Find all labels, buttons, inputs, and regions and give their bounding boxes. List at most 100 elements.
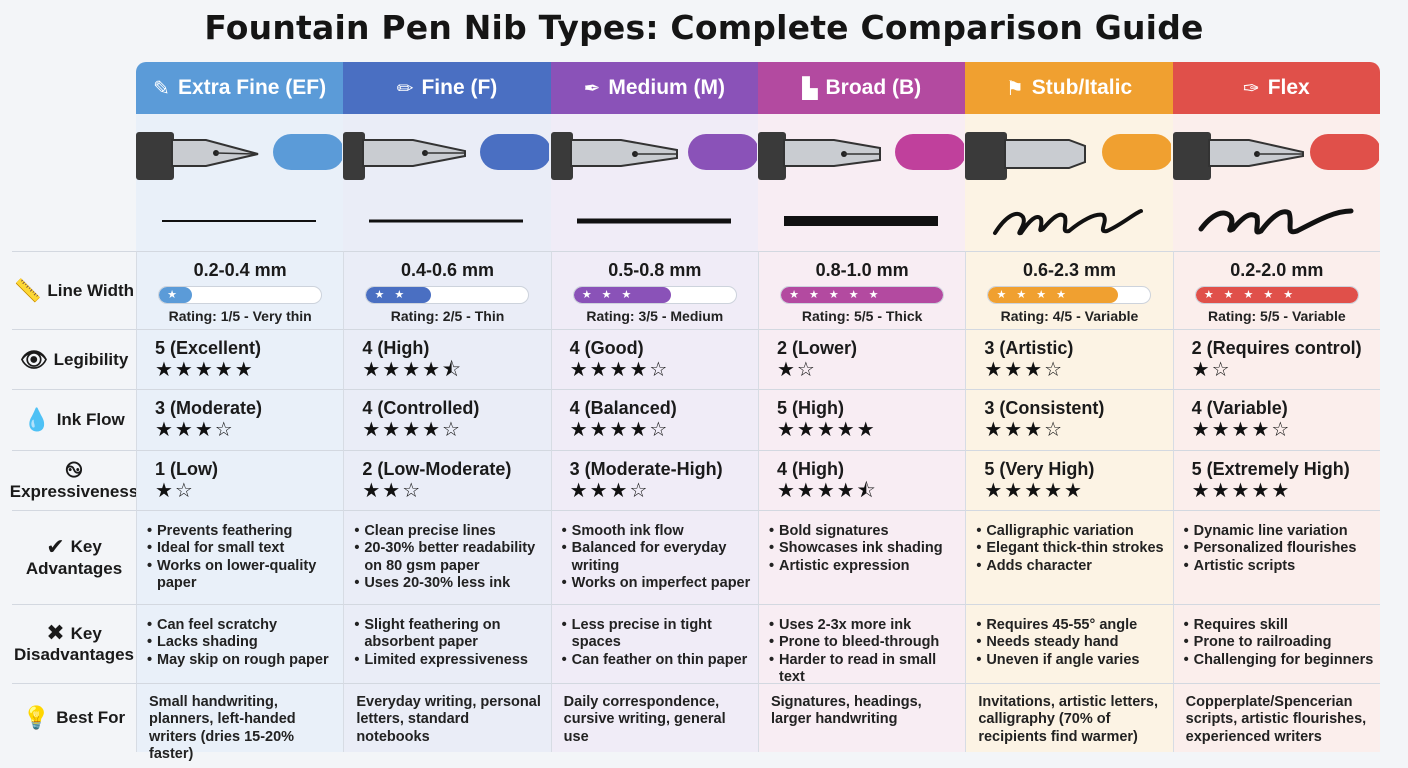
row-label-advantages: ✔ Key Advantages [12,510,136,604]
width-rating-fill: ★★★★★ [781,287,944,303]
list-item: Slight feathering on absorbent paper [354,617,544,652]
list-item: Calligraphic variation [976,523,1166,541]
best-for-flex: Copperplate/Spencerian scripts, artistic… [1172,683,1380,752]
width-rating-fill: ★★★ [573,287,671,303]
disadvantages-f: Slight feathering on absorbent paperLimi… [343,604,551,683]
star-rating: ★☆ [776,359,817,381]
advantages-m: Smooth ink flowBalanced for everyday wri… [550,510,758,604]
row-label-disadvantages: ✖ Key Disadvantages [12,604,136,683]
column-header-stub: ⚑ Stub/Italic [965,62,1173,114]
ink-flow-b: 5 (High) ★★★★★ [757,389,966,450]
line-width-flex: 0.2-2.0 mm ★★★★★ Rating: 5/5 - Variable [1172,251,1380,329]
list-item: Balanced for everyday writing [562,540,752,575]
stroke-sample-flex [1172,199,1380,251]
star-rating: ★★★★☆ [569,419,670,441]
expressiveness-flex: 5 (Extremely High) ★★★★★ [1172,450,1380,510]
star-rating: ★★★★★ [1191,480,1292,502]
expressiveness-b: 4 (High) ★★★★⯪ [757,450,966,510]
expressiveness-ef: 1 (Low) ★☆ [136,450,344,510]
line-width-stub: 0.6-2.3 mm ★★★★ Rating: 4/5 - Variable [965,251,1173,329]
legibility-stub: 3 (Artistic) ★★★☆ [965,329,1173,389]
best-for-b: Signatures, headings, larger handwriting [757,683,966,752]
list-item: Harder to read in small text [769,652,959,687]
list-item: Works on lower-quality paper [147,558,337,593]
disadvantages-b: Uses 2-3x more inkProne to bleed-through… [757,604,966,685]
list-item: Uses 2-3x more ink [769,617,959,635]
ink-flow-f: 4 (Controlled) ★★★★☆ [343,389,551,450]
star-rating: ★☆ [1191,359,1232,381]
disadvantages-ef: Can feel scratchyLacks shadingMay skip o… [136,604,344,683]
column-header-f: ✏ Fine (F) [343,62,551,114]
advantages-stub: Calligraphic variationElegant thick-thin… [965,510,1173,604]
star-rating: ★★★★⯪ [362,359,463,381]
table-corner [12,62,136,114]
expressiveness-m: 3 (Moderate-High) ★★★☆ [550,450,758,510]
ink-drop-icon: 💧 [23,407,51,432]
star-rating: ★★★★★ [776,419,877,441]
list-item: Less precise in tight spaces [562,617,752,652]
list-item: Elegant thick-thin strokes [976,540,1166,558]
width-rating-bar: ★★ [365,286,530,304]
legibility-ef: 5 (Excellent) ★★★★★ [136,329,344,389]
star-rating: ★★★☆ [569,480,650,502]
list-item: Adds character [976,558,1166,576]
legibility-m: 4 (Good) ★★★★☆ [550,329,758,389]
width-rating-fill: ★★★★★ [1195,287,1358,303]
list-item: Artistic scripts [1184,558,1374,576]
list-item: Challenging for beginners [1184,652,1374,670]
lightbulb-icon: 💡 [22,705,51,730]
disadvantages-flex: Requires skillProne to railroadingChalle… [1172,604,1380,683]
best-for-ef: Small handwriting, planners, left-handed… [136,683,344,762]
advantages-b: Bold signaturesShowcases ink shadingArti… [757,510,966,604]
list-item: 20-30% better readability on 80 gsm pape… [354,540,544,575]
line-width-b: 0.8-1.0 mm ★★★★★ Rating: 5/5 - Thick [757,251,966,329]
width-rating-bar: ★★★★★ [780,286,945,304]
list-item: Prone to railroading [1184,634,1374,652]
list-item: Uneven if angle varies [976,652,1166,670]
star-rating: ★★★★☆ [1191,419,1292,441]
list-item: May skip on rough paper [147,652,337,670]
comparison-table: ✎ Extra Fine (EF) ✏ Fine (F) ✒ Medium (M) ▙… [10,62,1380,762]
best-for-m: Daily correspondence, cursive writing, g… [550,683,758,752]
list-item: Prone to bleed-through [769,634,959,652]
column-header-ef: ✎ Extra Fine (EF) [136,62,344,114]
ruler-icon: 📏 [13,277,42,303]
star-rating: ★★☆ [362,480,423,502]
advantages-f: Clean precise lines20-30% better readabi… [343,510,551,604]
stroke-sample-f [343,199,551,251]
stroke-sample-stub [965,199,1173,251]
star-rating: ★★★☆ [155,419,235,441]
star-rating: ★★★★★ [155,359,255,381]
stroke-sample-m [550,199,758,251]
width-rating-fill: ★ [159,287,192,303]
row-label-ink-flow: 💧 Ink Flow [12,389,136,450]
list-item: Uses 20-30% less ink [354,575,544,593]
list-item: Limited expressiveness [354,652,544,670]
list-item: Ideal for small text [147,540,337,558]
nib-illustration-b [757,114,966,199]
eye-icon: 👁 [19,346,48,372]
nib-illustration-flex [1172,114,1380,199]
stroke-sample-b [757,199,966,251]
list-item: Needs steady hand [976,634,1166,652]
star-rating: ★☆ [155,480,195,502]
stroke-row-spacer [12,199,136,251]
row-label-best-for: 💡 Best For [12,683,136,752]
list-item: Clean precise lines [354,523,544,541]
list-item: Works on imperfect paper [562,575,752,593]
pencil-icon: ✏ [396,77,414,100]
x-circle-icon: ✖ [46,620,65,646]
line-width-ef: 0.2-0.4 mm ★ Rating: 1/5 - Very thin [136,251,344,329]
list-item: Bold signatures [769,523,959,541]
check-circle-icon: ✔ [46,533,65,559]
list-item: Requires skill [1184,617,1374,635]
list-item: Lacks shading [147,634,337,652]
width-rating-fill: ★★ [366,287,432,303]
ink-flow-m: 4 (Balanced) ★★★★☆ [550,389,758,450]
stroke-sample-ef [136,199,344,251]
list-item: Personalized flourishes [1184,540,1374,558]
ink-flow-ef: 3 (Moderate) ★★★☆ [136,389,344,450]
column-header-m: ✒ Medium (M) [550,62,758,114]
list-item: Dynamic line variation [1184,523,1374,541]
advantages-flex: Dynamic line variationPersonalized flour… [1172,510,1380,604]
